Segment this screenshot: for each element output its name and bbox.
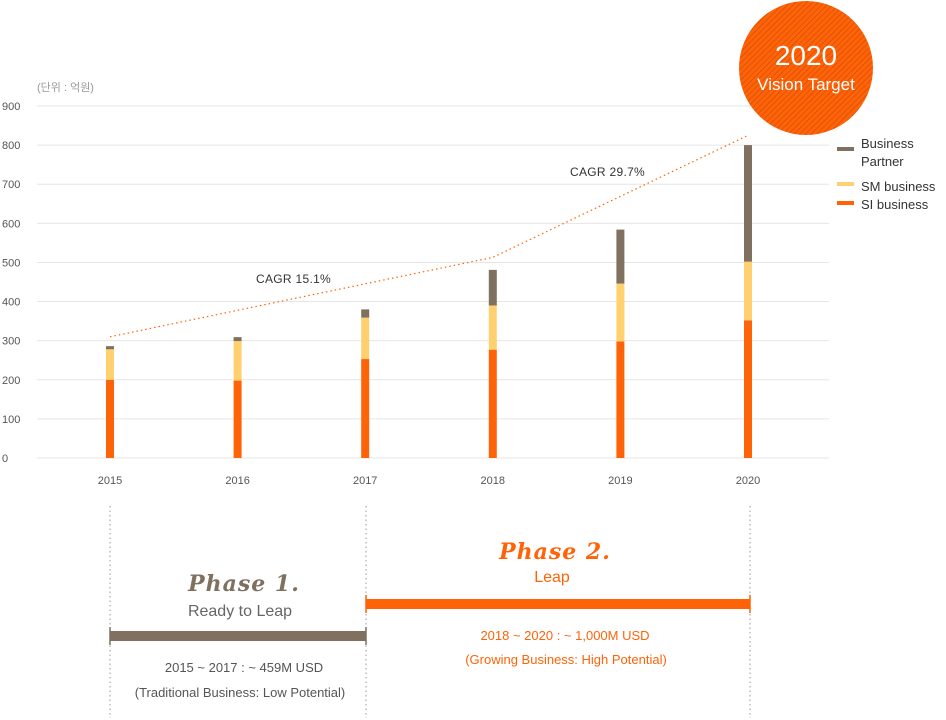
badge-label: Vision Target xyxy=(757,75,855,94)
y-tick-label: 0 xyxy=(2,453,8,465)
y-tick-label: 300 xyxy=(2,336,20,348)
legend-label-sm-business: SM business xyxy=(861,179,936,194)
bar-sm-business-2017 xyxy=(361,317,370,360)
x-tick-label: 2020 xyxy=(736,475,760,487)
x-tick-label: 2018 xyxy=(481,475,505,487)
y-tick-label: 400 xyxy=(2,297,20,309)
phase-1-title: Phase 1. xyxy=(187,571,300,597)
legend-swatch-sm-business xyxy=(837,182,854,186)
x-tick-label: 2019 xyxy=(608,475,632,487)
bar-business-partner-2017 xyxy=(361,309,370,318)
badge-year: 2020 xyxy=(775,40,837,71)
vision-target-badge: 2020 Vision Target xyxy=(739,1,873,135)
bar-si-business-2017 xyxy=(361,359,370,458)
unit-note: (단위 : 억원) xyxy=(37,81,94,94)
bar-business-partner-2020 xyxy=(744,145,752,262)
legend: Business Partner SM business SI business xyxy=(837,136,936,212)
phase-2-title: Phase 2. xyxy=(498,539,611,565)
bar-business-partner-2019 xyxy=(616,229,625,284)
gridlines xyxy=(37,105,829,459)
phase-guides xyxy=(109,506,751,718)
legend-label-si-business: SI business xyxy=(861,197,929,212)
x-tick-label: 2016 xyxy=(225,475,249,487)
bar-sm-business-2016 xyxy=(233,341,242,381)
phase-1-note: (Traditional Business: Low Potential) xyxy=(135,685,346,700)
phase-2-note: (Growing Business: High Potential) xyxy=(465,652,667,667)
y-tick-label: 800 xyxy=(2,140,20,152)
bar-sm-business-2018 xyxy=(488,305,497,350)
x-tick-label: 2015 xyxy=(98,475,122,487)
bar-si-business-2019 xyxy=(616,341,625,458)
y-tick-label: 600 xyxy=(2,218,20,230)
phase-2-summary: 2018 ~ 2020 : ~ 1,000M USD xyxy=(480,628,649,643)
cagr-annotation-1: CAGR 15.1% xyxy=(256,272,331,286)
bar-sm-business-2020 xyxy=(744,261,752,321)
bar-si-business-2018 xyxy=(488,349,497,458)
phase-2-bar xyxy=(366,599,750,609)
phase-1-summary: 2015 ~ 2017 : ~ 459M USD xyxy=(165,660,323,675)
trend-line-group xyxy=(109,134,749,338)
bar-sm-business-2015 xyxy=(106,349,114,380)
phase-2: Phase 2. Leap 2018 ~ 2020 : ~ 1,000M USD… xyxy=(365,539,751,667)
bar-sm-business-2019 xyxy=(616,283,625,342)
bar-si-business-2015 xyxy=(106,379,114,458)
badge-circle xyxy=(739,1,873,135)
phase-1-bar xyxy=(110,631,366,641)
y-tick-label: 700 xyxy=(2,179,20,191)
y-tick-label: 100 xyxy=(2,414,20,426)
bar-business-partner-2018 xyxy=(488,269,497,306)
legend-swatch-si-business xyxy=(837,201,854,205)
bars xyxy=(106,145,752,458)
phase-2-subtitle: Leap xyxy=(534,569,570,586)
x-axis-ticks: 2015 2016 2017 2018 2019 2020 xyxy=(98,475,760,487)
bar-si-business-2016 xyxy=(233,380,242,458)
phase-1-subtitle: Ready to Leap xyxy=(188,603,292,620)
bar-business-partner-2015 xyxy=(106,346,114,350)
y-tick-label: 200 xyxy=(2,375,20,387)
y-axis-ticks: 0 100 200 300 400 500 600 700 800 900 xyxy=(2,101,20,465)
y-tick-label: 900 xyxy=(2,101,20,113)
cagr-annotation-2: CAGR 29.7% xyxy=(570,165,645,179)
phase-1: Phase 1. Ready to Leap 2015 ~ 2017 : ~ 4… xyxy=(109,571,367,700)
legend-swatch-business-partner xyxy=(837,147,854,151)
legend-label-business-partner: Business Partner xyxy=(861,136,917,169)
bar-business-partner-2016 xyxy=(233,337,242,342)
x-tick-label: 2017 xyxy=(353,475,377,487)
y-tick-label: 500 xyxy=(2,257,20,269)
trend-line xyxy=(109,134,749,338)
bar-si-business-2020 xyxy=(744,320,752,458)
